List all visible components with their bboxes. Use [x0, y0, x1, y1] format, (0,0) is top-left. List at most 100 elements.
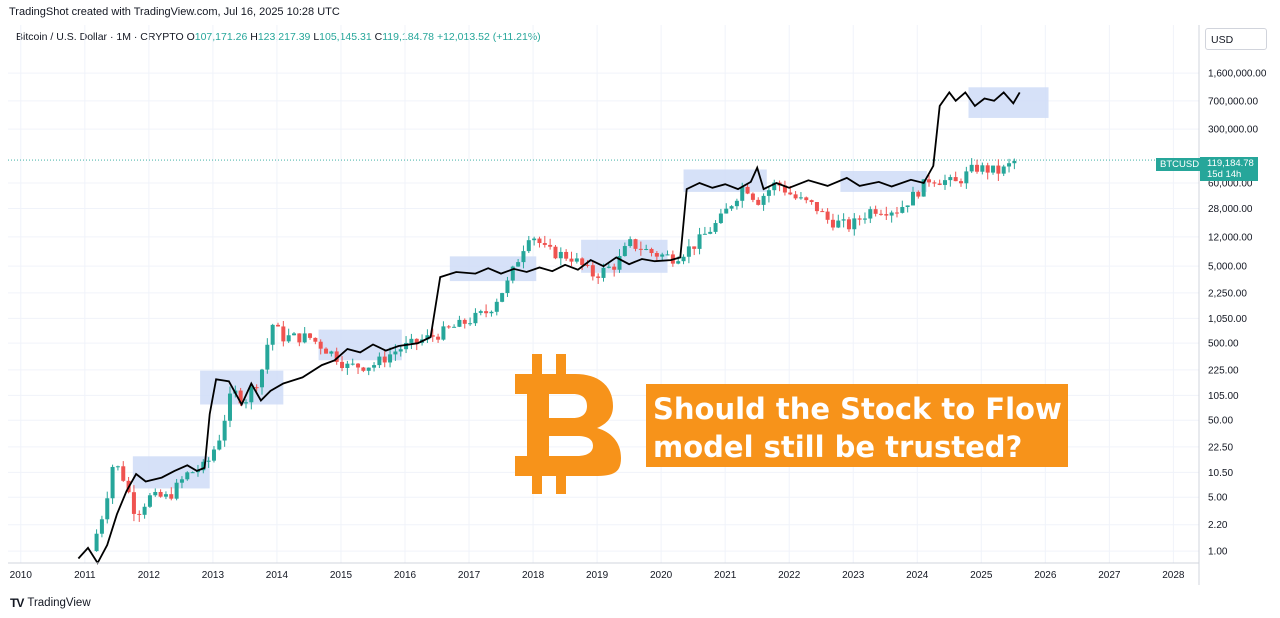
low-value: 105,145.31	[319, 31, 372, 43]
candle-body	[217, 440, 222, 450]
candle-body	[179, 479, 184, 483]
candle-body	[788, 192, 793, 195]
candle-body	[622, 246, 627, 257]
candle-body	[425, 335, 430, 340]
candle-body	[169, 494, 174, 499]
candle-body	[265, 344, 270, 370]
candle-body	[462, 319, 467, 324]
close-value: 119,184.78	[382, 31, 435, 43]
candle-body	[937, 183, 942, 185]
candle-body	[932, 182, 937, 184]
candle-body	[206, 460, 211, 462]
candle-body	[259, 369, 264, 388]
candle-body	[868, 209, 873, 219]
candle-body	[249, 387, 254, 403]
candle-body	[857, 218, 862, 220]
candle-body	[361, 367, 366, 371]
x-tick-label: 2020	[650, 570, 673, 581]
x-axis: 2010 2011 2012 2013 2014 2015 2016 2017 2018 2019…	[10, 570, 1185, 581]
candle-body	[473, 312, 478, 324]
candle-body	[393, 351, 398, 355]
candle-body	[740, 186, 745, 201]
candle-body	[964, 171, 969, 184]
candle-body	[884, 214, 889, 216]
candle-body	[820, 211, 825, 213]
candle-body	[628, 239, 633, 247]
candle-body	[163, 494, 168, 497]
candle-body	[238, 390, 243, 404]
price-candles	[94, 158, 1017, 552]
y-tick-label: 50.00	[1208, 416, 1233, 427]
candle-body	[633, 239, 638, 249]
candle-body	[147, 495, 152, 507]
y-tick-label: 2,250.00	[1208, 288, 1247, 299]
x-tick-label: 2023	[842, 570, 865, 581]
candle-body	[697, 234, 702, 249]
candle-body	[286, 335, 291, 342]
candle-body	[484, 311, 489, 314]
high-label: H	[250, 31, 258, 43]
candle-body	[324, 348, 329, 354]
candle-body	[692, 246, 697, 249]
candle-body	[590, 265, 595, 277]
y-axis: 1,600,000.00 700,000.00 300,000.00 60,000.0…	[1208, 69, 1267, 558]
symbol-line: Bitcoin / U.S. Dollar · 1M · CRYPTO	[16, 31, 184, 43]
candle-body	[121, 466, 126, 481]
candle-body	[340, 361, 345, 368]
candle-body	[158, 491, 163, 497]
candle-body	[494, 301, 499, 312]
candle-body	[409, 338, 414, 343]
candle-body	[185, 472, 190, 480]
candle-body	[516, 262, 521, 267]
x-tick-label: 2011	[74, 570, 96, 581]
candle-body	[521, 251, 526, 263]
candle-body	[430, 335, 435, 337]
candle-body	[105, 498, 110, 520]
candle-body	[729, 206, 734, 209]
y-tick-label: 300,000.00	[1208, 125, 1258, 136]
x-tick-label: 2015	[330, 570, 353, 581]
candle-body	[665, 254, 670, 256]
symbol-badge: BTCUSD	[1156, 158, 1204, 171]
candle-body	[889, 212, 894, 216]
candle-body	[131, 492, 136, 514]
last-price-badge: 119,184.78 15d 14h	[1200, 157, 1258, 181]
candle-body	[734, 200, 739, 207]
x-tick-label: 2013	[202, 570, 225, 581]
x-tick-label: 2012	[138, 570, 161, 581]
currency-selector[interactable]: USD	[1205, 28, 1267, 50]
candle-body	[500, 293, 505, 302]
candle-body	[227, 393, 232, 421]
candle-body	[585, 264, 590, 266]
candle-body	[772, 182, 777, 191]
candle-body	[99, 519, 104, 534]
y-tick-label: 5.00	[1208, 493, 1228, 504]
candle-body	[894, 212, 899, 214]
range-box	[318, 329, 402, 361]
candle-body	[281, 326, 286, 342]
candle-body	[94, 533, 99, 552]
high-value: 123,217.39	[257, 31, 311, 43]
stock-to-flow-model-line	[77, 90, 1021, 565]
candle-body	[292, 333, 297, 336]
candle-body	[985, 165, 990, 173]
candle-body	[532, 238, 537, 241]
candle-body	[793, 194, 798, 199]
candle-body	[318, 341, 323, 349]
footer-brand[interactable]: TV TradingView	[10, 596, 91, 610]
candle-body	[756, 199, 761, 205]
candle-body	[510, 266, 515, 281]
y-tick-label: 700,000.00	[1208, 96, 1258, 107]
candle-body	[334, 351, 339, 362]
candle-body	[766, 190, 771, 196]
range-box	[581, 239, 668, 273]
y-tick-label: 10.50	[1208, 468, 1233, 479]
candle-body	[916, 191, 921, 197]
candle-body	[798, 197, 803, 199]
candle-body	[814, 202, 819, 212]
candle-body	[350, 363, 355, 365]
candle-body	[211, 449, 216, 461]
bar-countdown: 15d 14h	[1207, 169, 1242, 180]
candle-body	[452, 326, 457, 328]
